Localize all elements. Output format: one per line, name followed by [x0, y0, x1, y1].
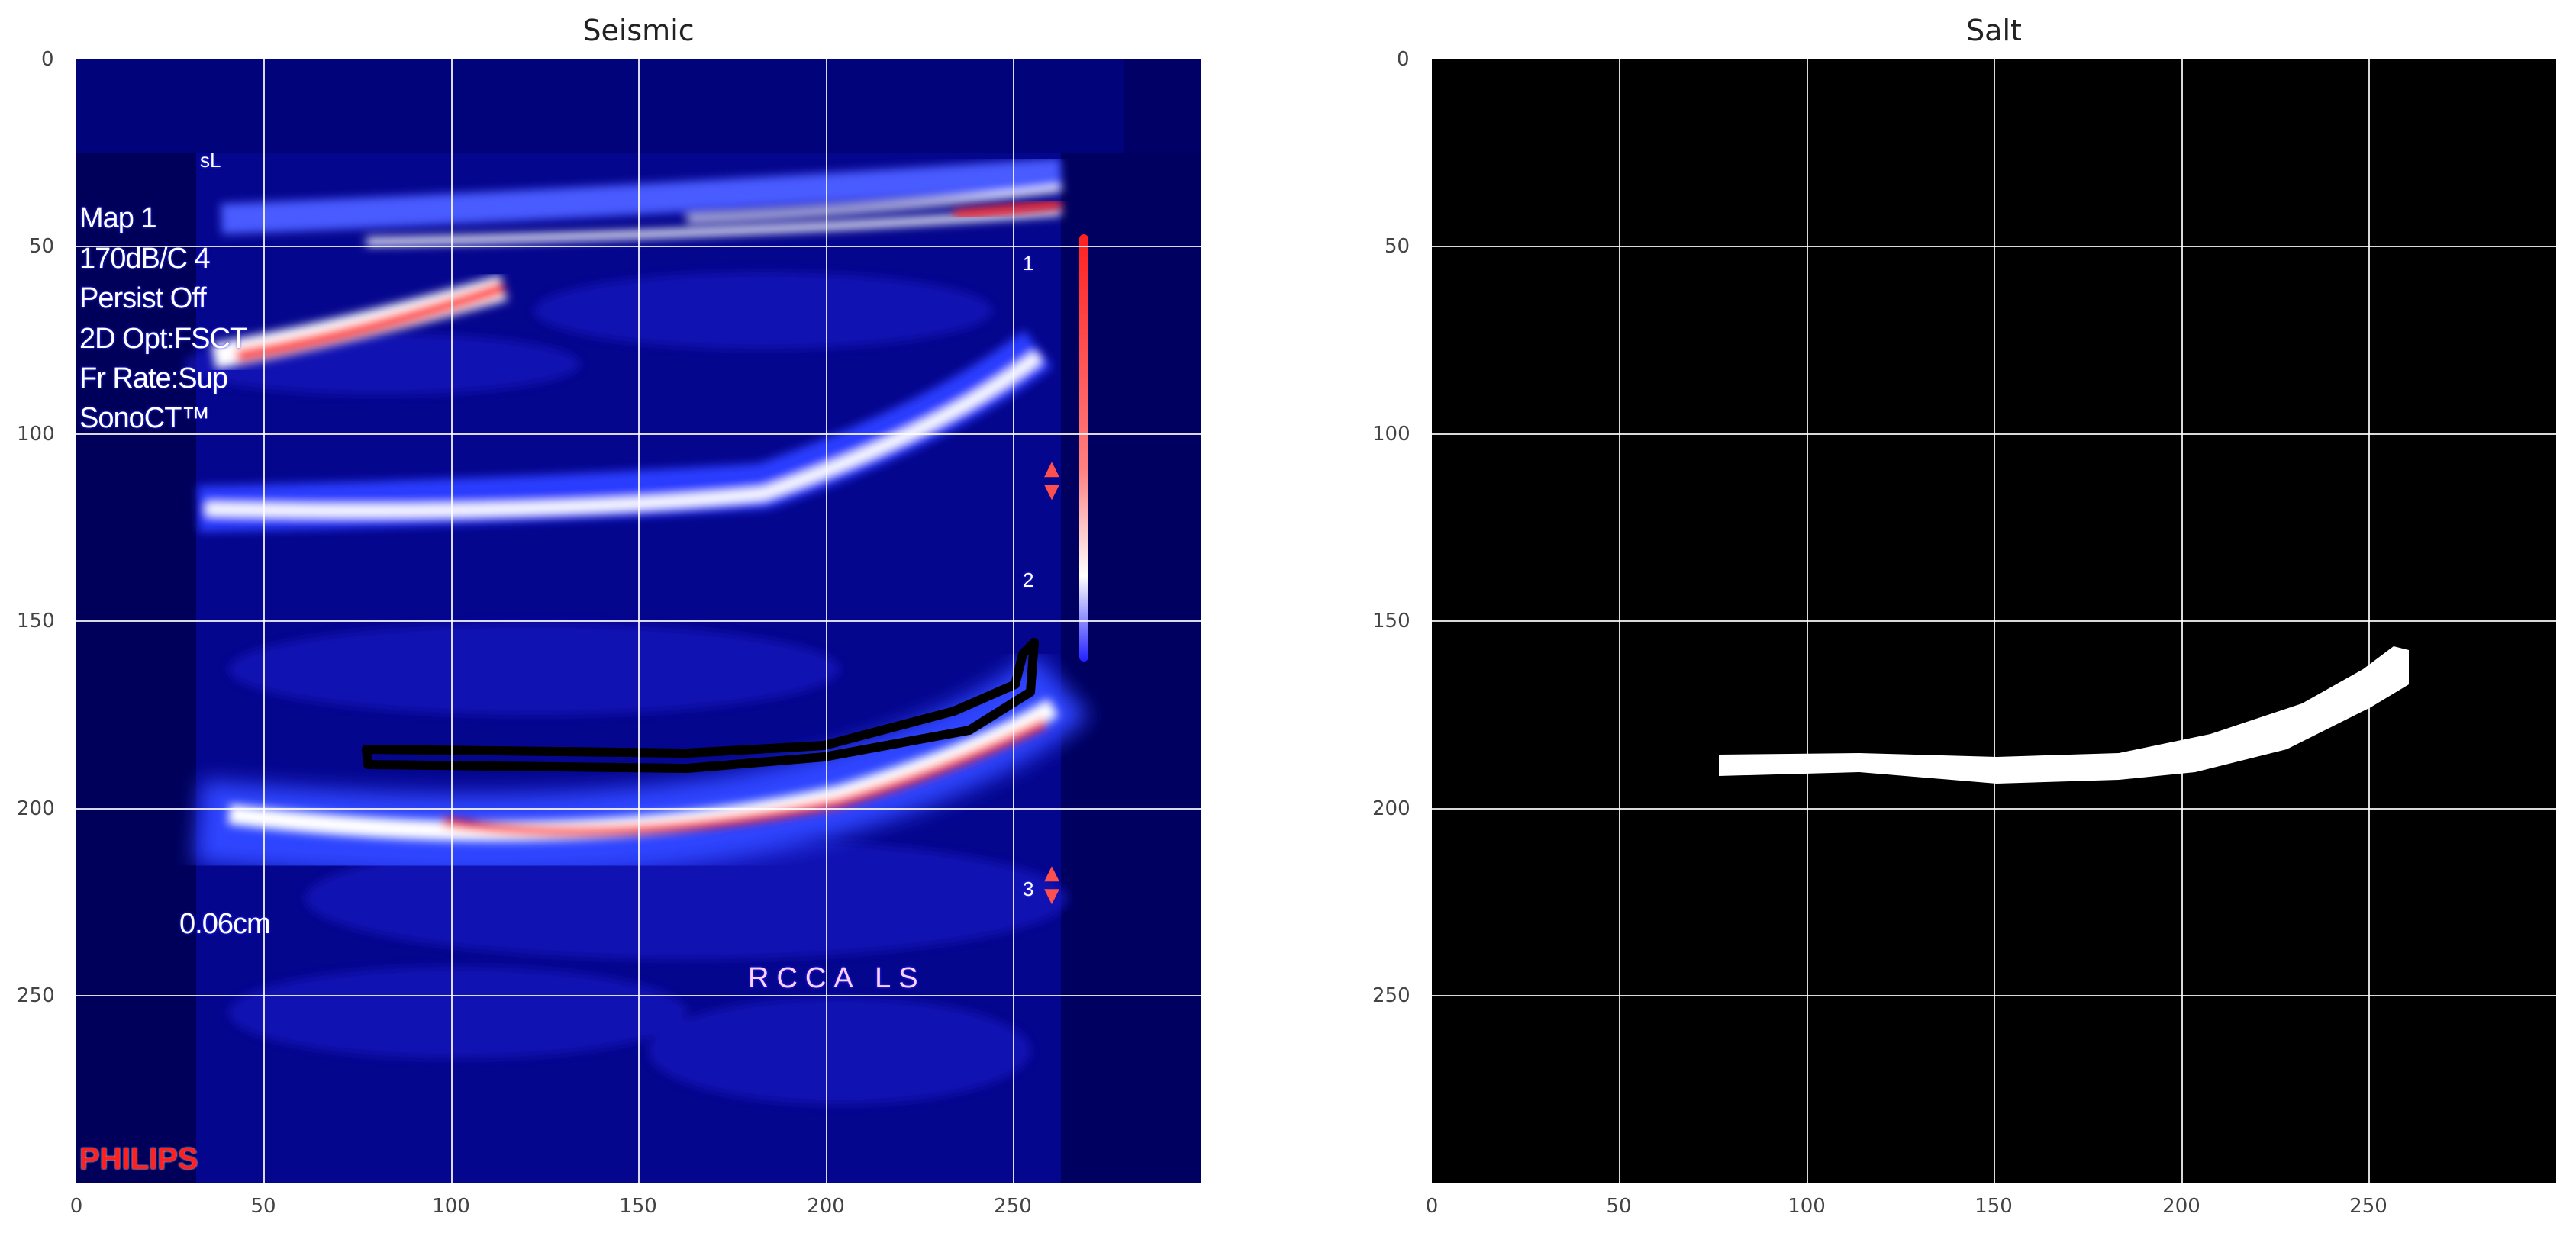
- depth-marker-1: 1: [1023, 252, 1034, 275]
- settings-line-4: 2D Opt:FSCT: [79, 323, 247, 355]
- settings-line-6: SonoCT™: [79, 402, 210, 434]
- depth-marker-3: 3: [1023, 877, 1034, 900]
- seismic-x-tick-50: 50: [250, 1195, 276, 1218]
- settings-line-3: Persist Off: [79, 282, 207, 314]
- philips-logo: PHILIPS: [79, 1142, 198, 1176]
- salt-panel-title: Salt: [1966, 14, 2022, 47]
- salt-mask-shape: [1719, 646, 2409, 784]
- seismic-x-tick-0: 0: [69, 1195, 83, 1218]
- salt-x-tick-250: 250: [2349, 1195, 2387, 1218]
- salt-mask-image: [1432, 59, 2556, 1183]
- salt-y-tick-0: 0: [1397, 48, 1410, 71]
- settings-line-2: 170dB/C 4: [79, 243, 211, 275]
- settings-line-5: Fr Rate:Sup: [79, 362, 228, 394]
- salt-x-tick-0: 0: [1425, 1195, 1439, 1218]
- seismic-y-tick-50: 50: [29, 235, 55, 258]
- seismic-x-tick-100: 100: [432, 1195, 470, 1218]
- seismic-y-tick-250: 250: [17, 984, 55, 1007]
- seismic-y-tick-100: 100: [17, 423, 55, 446]
- seismic-y-tick-150: 150: [17, 610, 55, 633]
- svg-text:▼: ▼: [1044, 480, 1059, 503]
- colour-scale-bar: [1079, 234, 1088, 662]
- top-marker: sL: [200, 149, 221, 172]
- salt-y-tick-50: 50: [1385, 235, 1411, 258]
- seismic-image: ▲ ▼ ▲ ▼ sL Map 1 170dB/C 4 Persist Off 2…: [76, 59, 1201, 1183]
- scale-label: 0.06cm: [179, 908, 271, 940]
- annotation-contour: [362, 638, 1039, 773]
- view-label: RCCA LS: [748, 962, 926, 994]
- top-strip: [76, 59, 1124, 153]
- seismic-y-tick-0: 0: [41, 48, 54, 71]
- depth-marker-2: 2: [1023, 568, 1034, 591]
- seismic-x-tick-250: 250: [994, 1195, 1032, 1218]
- salt-x-tick-200: 200: [2162, 1195, 2200, 1218]
- seismic-y-tick-200: 200: [17, 797, 55, 820]
- salt-x-tick-50: 50: [1606, 1195, 1632, 1218]
- settings-line-1: Map 1: [79, 202, 157, 234]
- salt-y-tick-150: 150: [1372, 610, 1411, 633]
- svg-text:▲: ▲: [1044, 457, 1059, 480]
- svg-text:▲: ▲: [1044, 861, 1059, 884]
- seismic-x-tick-150: 150: [619, 1195, 657, 1218]
- salt-x-tick-100: 100: [1788, 1195, 1826, 1218]
- salt-x-tick-150: 150: [1975, 1195, 2013, 1218]
- salt-y-tick-200: 200: [1372, 797, 1411, 820]
- salt-y-tick-250: 250: [1372, 984, 1411, 1007]
- salt-mask-svg: [1719, 646, 2409, 784]
- salt-y-tick-100: 100: [1372, 423, 1411, 446]
- svg-text:▼: ▼: [1044, 884, 1059, 907]
- seismic-panel-title: Seismic: [582, 14, 695, 47]
- seismic-x-tick-200: 200: [807, 1195, 845, 1218]
